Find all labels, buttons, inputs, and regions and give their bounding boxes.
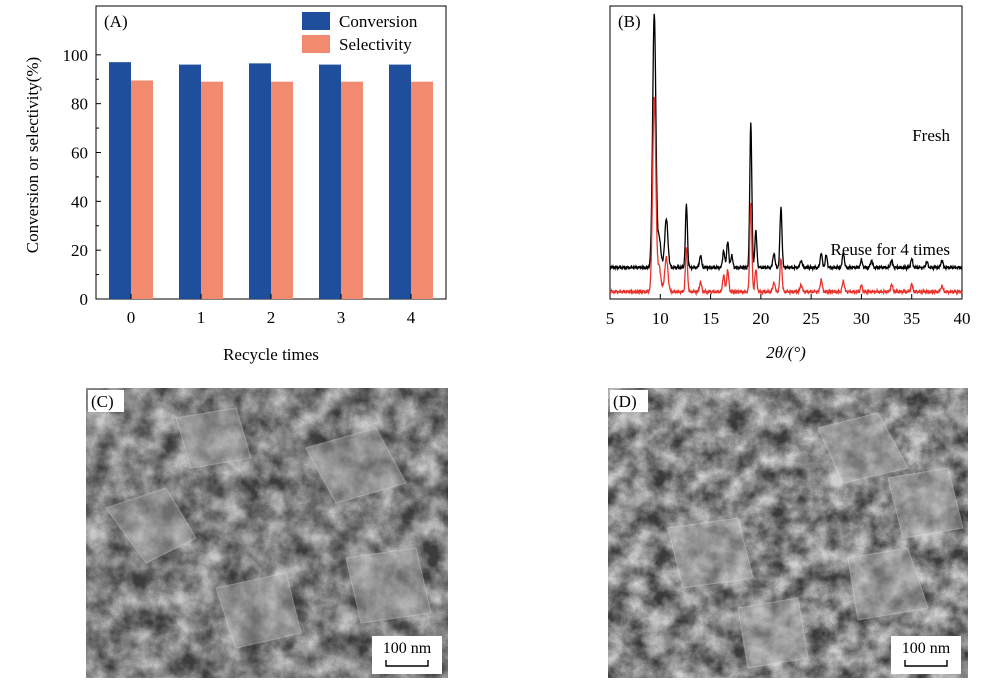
series-label-fresh: Fresh (912, 126, 950, 145)
x-tick-label-b: 35 (903, 309, 920, 328)
y-tick-label-a: 80 (71, 95, 88, 114)
panel-a: 0 20 40 60 80 100 0 1 2 3 4 (A) Conversion Select… (0, 0, 500, 372)
y-tick-label-a: 60 (71, 144, 88, 163)
legend-label-selectivity: Selectivity (339, 35, 412, 54)
panel-b: 5 10 15 20 25 30 35 40 (B) Fresh Reuse for 4 ti… (500, 0, 994, 372)
scale-bar-d (904, 660, 948, 667)
x-tick-label-b: 20 (752, 309, 769, 328)
panel-label-a: (A) (104, 12, 128, 31)
y-tick-label-a: 100 (63, 46, 89, 65)
x-tick-label-a: 1 (197, 308, 206, 327)
bar-conversion-0 (109, 62, 131, 300)
bar-selectivity-1 (201, 81, 223, 299)
bar-conversion-4 (389, 64, 411, 299)
legend-a: Conversion Selectivity (302, 12, 418, 54)
bar-conversion-2 (249, 63, 271, 299)
chart-a: 0 20 40 60 80 100 0 1 2 3 4 (A) Conversion Select… (23, 5, 447, 364)
sem-image-c: (C) 100 nm (86, 388, 448, 678)
bar-selectivity-3 (341, 81, 363, 299)
panel-c: (C) 100 nm (86, 388, 448, 678)
plot-frame-b (609, 5, 963, 300)
x-tick-label-b: 25 (803, 309, 820, 328)
x-tick-label-a: 3 (337, 308, 346, 327)
bar-conversion-3 (319, 64, 341, 299)
y-tick-label-a: 40 (71, 192, 88, 211)
panel-label-d-bg (610, 390, 648, 412)
xrd-line-fresh (609, 13, 963, 272)
legend-label-conversion: Conversion (339, 12, 418, 31)
x-tick-label-b: 5 (606, 309, 615, 328)
x-tick-label-a: 2 (267, 308, 276, 327)
x-tick-label-b: 40 (954, 309, 971, 328)
panel-d: (D) 100 nm (608, 388, 968, 678)
bar-selectivity-0 (131, 80, 153, 300)
series-label-reuse: Reuse for 4 times (831, 240, 950, 259)
scale-bar-d-bg (891, 636, 961, 674)
scale-bar-c (385, 660, 429, 667)
bar-conversion-1 (179, 64, 201, 299)
sem-image-d: (D) 100 nm (608, 388, 968, 678)
scale-bar-label-d: 100 nm (902, 640, 951, 657)
scale-bar-c-bg (372, 636, 442, 674)
bar-selectivity-4 (411, 81, 433, 299)
scale-bar-label-c: 100 nm (383, 640, 432, 657)
x-tick-label-a: 4 (407, 308, 416, 327)
y-axis-title-a: Conversion or selectivity(%) (23, 57, 42, 253)
x-tick-label-b: 15 (702, 309, 719, 328)
legend-swatch-selectivity (302, 35, 330, 53)
y-tick-label-a: 0 (80, 290, 89, 309)
bar-selectivity-2 (271, 81, 293, 299)
x-axis-title-b: 2θ/(°) (766, 343, 806, 362)
y-tick-label-a: 20 (71, 241, 88, 260)
x-axis-title-a: Recycle times (223, 345, 319, 364)
panel-label-b: (B) (618, 12, 641, 31)
panel-label-c-bg (88, 390, 124, 412)
chart-b: 5 10 15 20 25 30 35 40 (B) Fresh Reuse for 4 ti… (606, 5, 971, 362)
x-tick-label-a: 0 (127, 308, 136, 327)
x-tick-label-b: 10 (652, 309, 669, 328)
x-tick-label-b: 30 (853, 309, 870, 328)
legend-swatch-conversion (302, 12, 330, 30)
xrd-line-reuse (609, 96, 963, 297)
panel-label-d: (D) (613, 392, 637, 411)
panel-label-c: (C) (91, 392, 114, 411)
